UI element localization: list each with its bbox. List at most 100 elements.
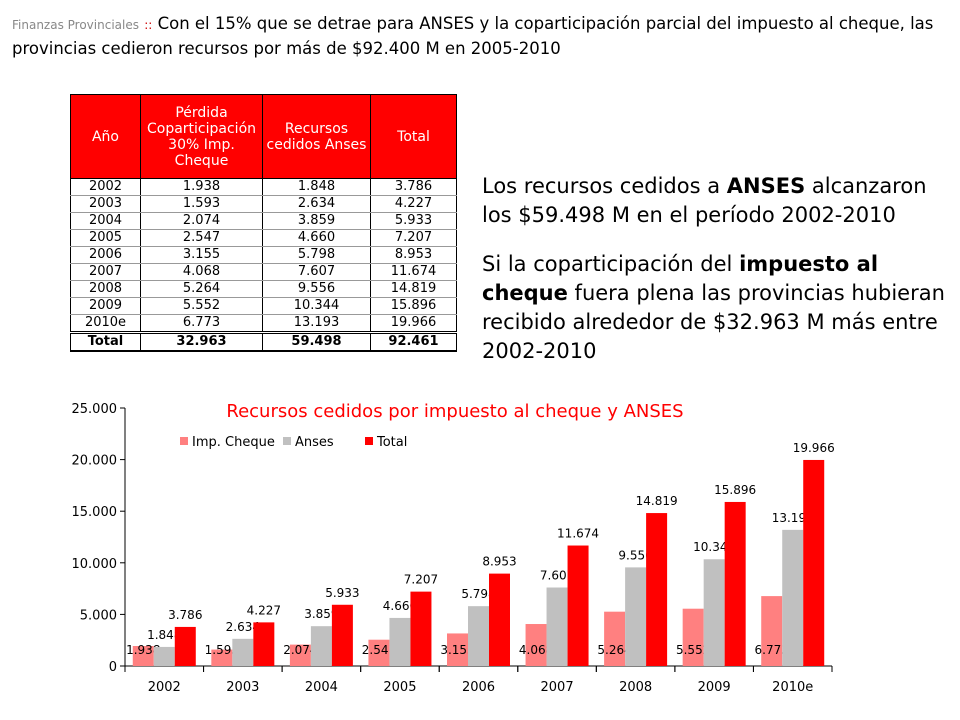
bar-total [489, 573, 510, 666]
slide-title: Con el 15% que se detrae para ANSES y la… [12, 14, 934, 58]
legend-swatch [283, 437, 291, 445]
cell-cheque: 2.547 [140, 229, 263, 247]
cell-cheque: 4.068 [140, 263, 263, 281]
table-row: 2004 2.074 3.859 5.933 [70, 212, 457, 230]
x-tick-label: 2004 [305, 680, 338, 695]
data-label: 5.264 [597, 643, 631, 657]
note-anses-bold: ANSES [726, 174, 806, 198]
data-label: 7.207 [404, 573, 438, 587]
cell-cheque: 2.074 [140, 212, 263, 230]
bar-total [803, 459, 825, 666]
cell-cheque: 6.773 [140, 314, 263, 333]
cell-year: Total [70, 331, 141, 352]
cell-total: 15.896 [370, 297, 457, 315]
note-anses-text-a: Los recursos cedidos a [482, 174, 727, 198]
data-label: 4.227 [247, 603, 281, 617]
bar-anses [703, 559, 725, 666]
bar-anses [468, 606, 489, 666]
y-tick-label: 15.000 [72, 505, 118, 520]
legend-label: Imp. Cheque [192, 435, 275, 450]
cell-cheque: 1.938 [140, 178, 263, 196]
table-row: 2005 2.547 4.660 7.207 [70, 229, 457, 247]
data-label: 14.819 [636, 494, 678, 508]
cell-total: 3.786 [370, 178, 457, 196]
header-cheque: Pérdida Coparticipación 30% Imp. Cheque [140, 94, 263, 179]
y-tick-label: 5.000 [80, 608, 117, 623]
slide-header: Finanzas Provinciales :: Con el 15% que … [12, 12, 947, 61]
cell-anses: 9.556 [262, 280, 371, 298]
x-tick-label: 2003 [226, 680, 259, 695]
table-row: 2007 4.068 7.607 11.674 [70, 263, 457, 281]
bar-imp-cheque [447, 633, 468, 666]
x-tick-label: 2007 [541, 680, 574, 695]
bar-imp-cheque [525, 624, 547, 666]
resources-table: Año Pérdida Coparticipación 30% Imp. Che… [70, 94, 457, 352]
bar-anses [625, 567, 647, 666]
legend-swatch [180, 437, 188, 445]
resources-bar-chart: Recursos cedidos por impuesto al cheque … [72, 401, 835, 695]
data-label: 5.798 [461, 587, 495, 601]
header-year: Año [70, 94, 141, 179]
x-tick-label: 2006 [462, 680, 495, 695]
bar-total [567, 545, 589, 666]
data-label: 1.593 [205, 643, 239, 657]
data-label: 7.607 [540, 568, 574, 582]
cell-anses: 3.859 [262, 212, 371, 230]
cell-anses: 4.660 [262, 229, 371, 247]
data-label: 2.074 [283, 643, 317, 657]
cell-anses: 13.193 [262, 314, 371, 333]
cell-anses: 2.634 [262, 195, 371, 213]
data-label: 9.556 [618, 548, 652, 562]
cell-total: 7.207 [370, 229, 457, 247]
cell-anses: 1.848 [262, 178, 371, 196]
data-label: 4.660 [383, 599, 417, 613]
data-label: 3.859 [304, 607, 338, 621]
cell-total: 4.227 [370, 195, 457, 213]
data-label: 3.786 [168, 608, 202, 622]
cell-year: 2007 [70, 263, 141, 281]
table-row: 2008 5.264 9.556 14.819 [70, 280, 457, 298]
note-cheque-text-b: fuera plena las provincias hubieran reci… [482, 281, 945, 363]
table-row: 2006 3.155 5.798 8.953 [70, 246, 457, 264]
note-cheque: Si la coparticipación del impuesto al ch… [482, 250, 952, 366]
y-tick-label: 25.000 [72, 402, 118, 417]
x-tick-label: 2002 [148, 680, 181, 695]
table-row: 2003 1.593 2.634 4.227 [70, 195, 457, 213]
cell-total: 8.953 [370, 246, 457, 264]
bar-imp-cheque [211, 649, 233, 666]
bar-anses [232, 638, 254, 666]
bar-imp-cheque [368, 639, 390, 666]
cell-cheque: 5.264 [140, 280, 263, 298]
cell-cheque: 32.963 [140, 331, 263, 352]
table-row: 2010e 6.773 13.193 19.966 [70, 314, 457, 333]
bar-anses [782, 529, 804, 666]
bar-imp-cheque [289, 644, 311, 666]
cell-year: 2006 [70, 246, 141, 264]
bar-anses [310, 626, 332, 666]
data-label: 15.896 [714, 483, 756, 497]
cell-total: 19.966 [370, 314, 457, 333]
cell-total: 92.461 [370, 331, 457, 352]
x-tick-label: 2005 [383, 680, 416, 695]
bar-total [331, 604, 353, 666]
cell-cheque: 1.593 [140, 195, 263, 213]
y-tick-label: 0 [109, 660, 117, 675]
legend-label: Total [376, 435, 407, 450]
bar-anses [389, 617, 411, 666]
data-label: 2.634 [226, 620, 260, 634]
note-cheque-bold: impuesto al cheque [482, 252, 879, 305]
bar-imp-cheque [604, 611, 626, 666]
cell-year: 2002 [70, 178, 141, 196]
bar-anses [546, 587, 568, 666]
cell-anses: 5.798 [262, 246, 371, 264]
data-label: 1.938 [126, 643, 160, 657]
cell-cheque: 5.552 [140, 297, 263, 315]
bar-total [253, 622, 275, 666]
y-tick-label: 10.000 [72, 557, 118, 572]
cell-year: 2005 [70, 229, 141, 247]
cell-total: 5.933 [370, 212, 457, 230]
data-label: 6.773 [755, 643, 789, 657]
note-cheque-text-a: Si la coparticipación del [482, 252, 740, 276]
cell-year: 2004 [70, 212, 141, 230]
bar-imp-cheque [682, 608, 704, 666]
